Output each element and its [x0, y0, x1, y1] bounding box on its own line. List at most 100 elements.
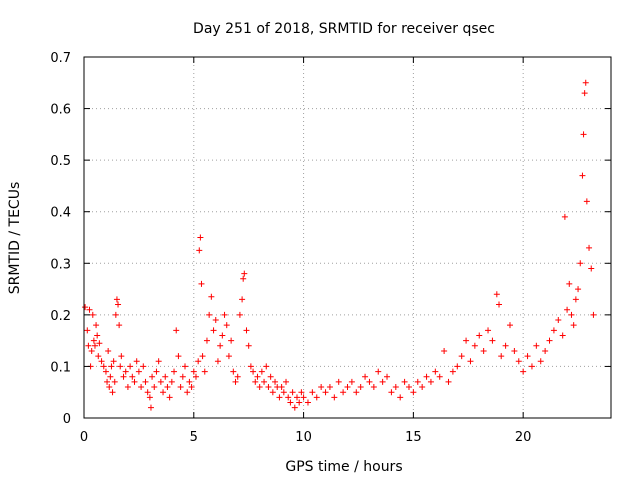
data-point	[331, 394, 338, 401]
axes	[83, 56, 612, 419]
data-point	[289, 389, 296, 396]
data-point	[550, 327, 557, 334]
x-tick-label-2: 10	[295, 430, 312, 445]
x-tick-label-4: 20	[515, 430, 532, 445]
data-point	[572, 296, 579, 303]
data-point	[590, 311, 597, 318]
data-point	[579, 172, 586, 179]
data-point	[272, 378, 279, 385]
data-point	[577, 260, 584, 267]
x-tick-label-3: 15	[405, 430, 422, 445]
data-point	[254, 373, 261, 380]
data-point	[283, 378, 290, 385]
data-point	[247, 363, 254, 370]
data-point	[230, 368, 237, 375]
data-point	[179, 373, 186, 380]
y-tick-label-1: 0.1	[50, 360, 71, 375]
data-point	[566, 280, 573, 287]
data-point	[432, 368, 439, 375]
data-point	[476, 332, 483, 339]
data-point	[118, 353, 125, 360]
data-point	[582, 79, 589, 86]
data-point	[173, 327, 180, 334]
data-point	[427, 378, 434, 385]
data-point	[171, 368, 178, 375]
data-point	[142, 378, 149, 385]
data-point	[471, 342, 478, 349]
data-point	[436, 373, 443, 380]
data-point	[109, 389, 116, 396]
data-point	[198, 280, 205, 287]
data-point	[117, 363, 124, 370]
data-point	[568, 311, 575, 318]
data-point	[340, 389, 347, 396]
y-tick-label-0: 0	[63, 412, 71, 427]
data-point	[304, 399, 311, 406]
data-point	[168, 378, 175, 385]
data-point	[203, 337, 210, 344]
data-point	[414, 378, 421, 385]
data-point	[162, 373, 169, 380]
data-point	[542, 347, 549, 354]
data-point	[496, 301, 503, 308]
data-point	[370, 384, 377, 391]
data-point	[155, 358, 162, 365]
y-axis-label: SRMTID / TECUs	[7, 182, 23, 295]
data-point	[511, 347, 518, 354]
data-point	[84, 327, 91, 334]
data-point	[344, 384, 351, 391]
data-point	[106, 384, 113, 391]
data-point	[140, 363, 147, 370]
data-point	[357, 384, 364, 391]
data-point	[445, 378, 452, 385]
data-point	[157, 378, 164, 385]
data-point	[182, 363, 189, 370]
data-point	[192, 373, 199, 380]
data-point	[502, 342, 509, 349]
data-point	[384, 373, 391, 380]
data-point	[265, 384, 272, 391]
data-point	[153, 368, 160, 375]
data-point	[278, 384, 285, 391]
data-point	[144, 389, 151, 396]
data-point	[489, 337, 496, 344]
data-point	[212, 317, 219, 324]
data-point	[223, 322, 230, 329]
data-point	[586, 244, 593, 251]
data-point	[410, 389, 417, 396]
data-point	[206, 311, 213, 318]
data-point	[263, 363, 270, 370]
data-point	[506, 322, 513, 329]
data-point	[90, 337, 97, 344]
data-point	[298, 389, 305, 396]
data-point	[210, 327, 217, 334]
data-point	[111, 378, 118, 385]
y-tick-label-5: 0.5	[50, 154, 71, 169]
data-point	[201, 368, 208, 375]
data-point	[164, 384, 171, 391]
data-point	[190, 368, 197, 375]
data-point	[95, 353, 102, 360]
data-point	[116, 322, 123, 329]
data-point	[197, 234, 204, 241]
data-point	[112, 311, 119, 318]
data-point	[256, 384, 263, 391]
data-point	[131, 378, 138, 385]
grid	[84, 57, 611, 418]
data-point	[219, 332, 226, 339]
x-tick-label-1: 5	[190, 430, 198, 445]
data-point	[232, 378, 239, 385]
data-point	[129, 373, 136, 380]
data-point	[135, 368, 142, 375]
data-point	[221, 311, 228, 318]
y-tick-label-6: 0.6	[50, 103, 71, 118]
data-point	[102, 368, 109, 375]
data-point	[177, 384, 184, 391]
data-point	[94, 332, 101, 339]
data-points	[82, 79, 597, 411]
data-point	[115, 301, 122, 308]
data-point	[405, 384, 412, 391]
data-point	[146, 394, 153, 401]
data-point	[366, 378, 373, 385]
